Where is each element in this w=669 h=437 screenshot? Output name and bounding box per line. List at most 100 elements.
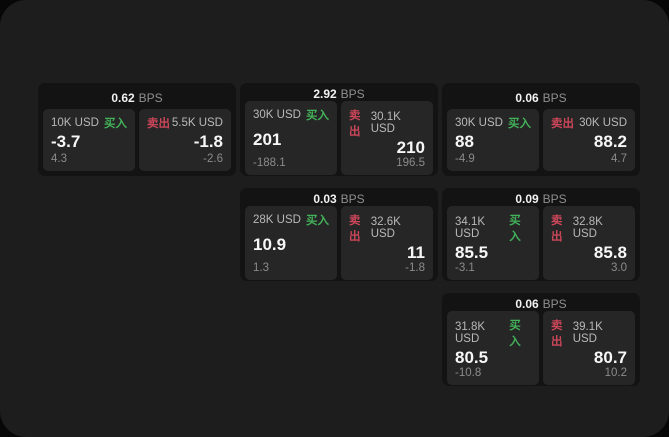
bid-ask-row: 10K USD 买入 -3.7 4.3 卖出 5.5K USD -1.8 -2.… — [43, 109, 231, 171]
sell-tile[interactable]: 卖出 32.8K USD 85.8 3.0 — [543, 206, 635, 280]
spread-header: 0.09 BPS — [447, 192, 635, 206]
spread-unit: BPS — [542, 297, 567, 311]
buy-price: 201 — [253, 130, 282, 149]
sell-tile-top: 卖出 30K USD — [551, 115, 627, 131]
sell-delta: -2.6 — [203, 153, 223, 165]
spread-value: 0.09 — [515, 192, 539, 206]
sell-tile-top: 卖出 39.1K USD — [551, 317, 627, 349]
buy-tile[interactable]: 28K USD 买入 10.9 1.3 — [245, 206, 337, 280]
spread-value: 0.06 — [515, 91, 539, 105]
bid-ask-row: 30K USD 买入 201 -188.1 卖出 30.1K USD 210 1… — [245, 101, 433, 175]
sell-delta: 196.5 — [396, 157, 425, 169]
buy-side-label: 买入 — [306, 110, 329, 122]
quote-card: 0.09 BPS 34.1K USD 买入 85.5 -3.1 卖出 32.8K… — [442, 188, 640, 281]
quote-card: 2.92 BPS 30K USD 买入 201 -188.1 卖出 30.1K … — [240, 83, 438, 176]
buy-amount-label: 10K USD — [51, 117, 99, 129]
sell-tile-top: 卖出 32.6K USD — [349, 212, 425, 244]
sell-price: -1.8 — [193, 132, 223, 151]
spread-header: 0.03 BPS — [245, 192, 433, 206]
spread-value: 0.62 — [111, 91, 135, 105]
sell-delta: 3.0 — [611, 262, 627, 274]
sell-price: 210 — [396, 138, 425, 157]
spread-unit: BPS — [542, 91, 567, 105]
spread-unit: BPS — [340, 192, 365, 206]
sell-delta: -1.8 — [405, 262, 425, 274]
sell-price: 80.7 — [593, 348, 627, 367]
buy-amount-label: 28K USD — [253, 214, 301, 226]
buy-delta: -10.8 — [455, 367, 482, 379]
buy-tile[interactable]: 30K USD 买入 201 -188.1 — [245, 101, 337, 175]
sell-delta: 10.2 — [604, 367, 627, 379]
spread-value: 0.03 — [313, 192, 337, 206]
buy-delta: -4.9 — [455, 153, 475, 165]
sell-tile[interactable]: 卖出 39.1K USD 80.7 10.2 — [543, 311, 635, 385]
bid-ask-row: 28K USD 买入 10.9 1.3 卖出 32.6K USD 11 -1.8 — [245, 206, 433, 280]
buy-amount-label: 30K USD — [455, 117, 503, 129]
buy-side-label: 买入 — [104, 118, 127, 130]
buy-side-label: 买入 — [508, 118, 531, 130]
sell-tile-top: 卖出 30.1K USD — [349, 107, 425, 139]
buy-tile[interactable]: 30K USD 买入 88 -4.9 — [447, 109, 539, 171]
buy-tile-top: 34.1K USD 买入 — [455, 212, 531, 244]
buy-tile-top: 30K USD 买入 — [253, 107, 329, 123]
sell-tile-top: 卖出 32.8K USD — [551, 212, 627, 244]
buy-price: 85.5 — [455, 243, 489, 262]
sell-side-label: 卖出 — [551, 215, 563, 243]
buy-tile-top: 28K USD 买入 — [253, 212, 329, 228]
spread-header: 0.62 BPS — [43, 87, 231, 109]
buy-price: 10.9 — [253, 235, 287, 254]
sell-tile[interactable]: 卖出 30.1K USD 210 196.5 — [341, 101, 433, 175]
sell-price: 88.2 — [593, 132, 627, 151]
sell-amount-label: 30.1K USD — [370, 111, 401, 135]
bid-ask-row: 34.1K USD 买入 85.5 -3.1 卖出 32.8K USD 85.8… — [447, 206, 635, 280]
buy-tile-top: 10K USD 买入 — [51, 115, 127, 131]
buy-side-label: 买入 — [509, 215, 521, 243]
buy-side-label: 买入 — [509, 320, 521, 348]
sell-side-label: 卖出 — [551, 118, 574, 130]
buy-tile[interactable]: 34.1K USD 买入 85.5 -3.1 — [447, 206, 539, 280]
spread-unit: BPS — [340, 87, 365, 101]
buy-tile[interactable]: 10K USD 买入 -3.7 4.3 — [43, 109, 135, 171]
sell-amount-label: 32.8K USD — [572, 216, 603, 240]
sell-tile[interactable]: 卖出 32.6K USD 11 -1.8 — [341, 206, 433, 280]
quote-card: 0.03 BPS 28K USD 买入 10.9 1.3 卖出 32.6K US… — [240, 188, 438, 281]
buy-tile-top: 31.8K USD 买入 — [455, 317, 531, 349]
sell-amount-label: 5.5K USD — [171, 117, 223, 129]
quote-card: 0.62 BPS 10K USD 买入 -3.7 4.3 卖出 5.5K USD… — [38, 83, 236, 176]
spread-unit: BPS — [138, 91, 163, 105]
buy-price: -3.7 — [51, 132, 81, 151]
sell-tile[interactable]: 卖出 5.5K USD -1.8 -2.6 — [139, 109, 231, 171]
spread-value: 0.06 — [515, 297, 539, 311]
sell-side-label: 卖出 — [349, 215, 361, 243]
spread-header: 0.06 BPS — [447, 87, 635, 109]
sell-side-label: 卖出 — [551, 320, 563, 348]
spread-unit: BPS — [542, 192, 567, 206]
sell-delta: 4.7 — [611, 153, 627, 165]
buy-amount-label: 31.8K USD — [455, 321, 486, 345]
buy-tile-top: 30K USD 买入 — [455, 115, 531, 131]
buy-side-label: 买入 — [306, 215, 329, 227]
sell-tile-top: 卖出 5.5K USD — [147, 115, 223, 131]
buy-price: 88 — [455, 132, 474, 151]
sell-side-label: 卖出 — [349, 110, 361, 138]
buy-delta: 4.3 — [51, 153, 67, 165]
spread-header: 0.06 BPS — [447, 297, 635, 311]
spread-value: 2.92 — [313, 87, 337, 101]
quote-card: 0.06 BPS 31.8K USD 买入 80.5 -10.8 卖出 39.1… — [442, 293, 640, 386]
buy-amount-label: 34.1K USD — [455, 216, 486, 240]
buy-price: 80.5 — [455, 348, 489, 367]
sell-tile[interactable]: 卖出 30K USD 88.2 4.7 — [543, 109, 635, 171]
buy-delta: 1.3 — [253, 262, 269, 274]
spread-header: 2.92 BPS — [245, 87, 433, 101]
sell-amount-label: 39.1K USD — [572, 321, 603, 345]
sell-amount-label: 30K USD — [579, 117, 627, 129]
sell-amount-label: 32.6K USD — [370, 216, 401, 240]
buy-tile[interactable]: 31.8K USD 买入 80.5 -10.8 — [447, 311, 539, 385]
buy-amount-label: 30K USD — [253, 109, 301, 121]
sell-side-label: 卖出 — [147, 118, 170, 130]
quote-cards-grid: 0.62 BPS 10K USD 买入 -3.7 4.3 卖出 5.5K USD… — [38, 83, 640, 386]
quote-card: 0.06 BPS 30K USD 买入 88 -4.9 卖出 30K USD 8… — [442, 83, 640, 176]
bid-ask-row: 31.8K USD 买入 80.5 -10.8 卖出 39.1K USD 80.… — [447, 311, 635, 385]
buy-delta: -3.1 — [455, 262, 475, 274]
